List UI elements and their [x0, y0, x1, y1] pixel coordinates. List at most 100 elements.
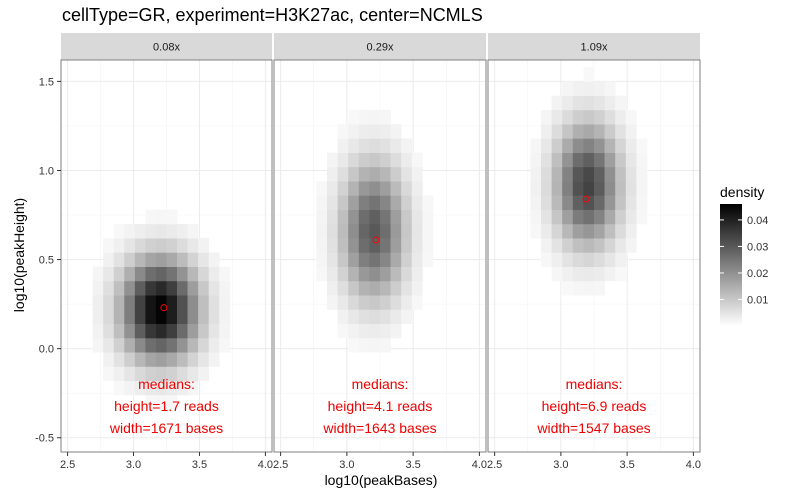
- y-axis-label: log10(peakHeight): [11, 197, 27, 313]
- heatmap-tile: [113, 337, 125, 353]
- heatmap-tile: [551, 195, 563, 210]
- heatmap-tile: [594, 95, 605, 111]
- heatmap-tile: [198, 266, 209, 282]
- heatmap-tile: [358, 195, 370, 210]
- heatmap-tile: [411, 280, 423, 296]
- heatmap-tile: [166, 394, 178, 410]
- heatmap-tile: [92, 309, 104, 325]
- heatmap-tile: [369, 138, 381, 153]
- heatmap-tile: [390, 295, 402, 310]
- heatmap-tile: [390, 252, 402, 267]
- heatmap-tile: [562, 195, 574, 210]
- heatmap-tile: [92, 295, 104, 310]
- heatmap-tile: [348, 266, 360, 282]
- heatmap-tile: [562, 238, 574, 253]
- heatmap-tile: [358, 280, 370, 296]
- heatmap-tile: [327, 295, 338, 310]
- heatmap-tile: [369, 309, 381, 325]
- heatmap-tile: [583, 138, 595, 153]
- heatmap-tile: [572, 166, 584, 182]
- heatmap-tile: [348, 295, 360, 310]
- heatmap-tile: [572, 266, 584, 282]
- heatmap-tile: [411, 195, 423, 210]
- heatmap-tile: [187, 295, 199, 310]
- heatmap-tile: [625, 138, 637, 153]
- heatmap-tile: [348, 195, 360, 210]
- heatmap-tile: [390, 280, 402, 296]
- heatmap-tile: [583, 67, 595, 82]
- heatmap-tile: [411, 238, 423, 253]
- heatmap-tile: [348, 337, 360, 353]
- heatmap-tile: [337, 323, 349, 339]
- heatmap-tile: [369, 295, 381, 310]
- heatmap-tile: [198, 252, 209, 267]
- heatmap-tile: [198, 352, 209, 367]
- heatmap-tile: [198, 309, 209, 325]
- x-tick-label: 4.0: [686, 459, 701, 471]
- heatmap-tile: [551, 209, 563, 225]
- heatmap-tile: [327, 266, 338, 282]
- heatmap-tile: [615, 109, 627, 125]
- heatmap-tile: [155, 209, 167, 225]
- heatmap-tile: [92, 266, 104, 282]
- heatmap-tile: [369, 238, 381, 253]
- heatmap-tile: [604, 209, 616, 225]
- heatmap-tile: [411, 266, 423, 282]
- heatmap-tile: [348, 152, 360, 168]
- heatmap-tile: [124, 323, 136, 339]
- heatmap-tile: [134, 323, 146, 339]
- x-tick-label: 2.5: [60, 459, 75, 471]
- heatmap-tile: [615, 95, 627, 111]
- heatmap-tile: [562, 124, 574, 139]
- heatmap-tile: [380, 280, 391, 296]
- heatmap-tile: [348, 238, 360, 253]
- heatmap-tile: [337, 152, 349, 168]
- heatmap-tile: [166, 309, 178, 325]
- heatmap-tile: [530, 181, 542, 196]
- heatmap-tile: [562, 138, 574, 153]
- facet-strip: [61, 33, 272, 60]
- heatmap-tile: [166, 209, 178, 225]
- facet-strip-label: 0.08x: [153, 42, 180, 54]
- heatmap-tile: [155, 223, 167, 239]
- heatmap-tile: [615, 238, 627, 253]
- heatmap-tile: [92, 280, 104, 296]
- heatmap-tile: [113, 266, 125, 282]
- heatmap-tile: [380, 252, 391, 267]
- heatmap-tile: [551, 124, 563, 139]
- heatmap-tile: [572, 252, 584, 267]
- heatmap-tile: [124, 352, 136, 367]
- heatmap-tile: [604, 266, 616, 282]
- heatmap-tile: [583, 181, 595, 196]
- heatmap-tile: [187, 266, 199, 282]
- heatmap-tile: [541, 238, 552, 253]
- heatmap-tile: [134, 252, 146, 267]
- heatmap-tile: [380, 195, 391, 210]
- x-tick-label: 4.0: [472, 459, 487, 471]
- heatmap-tile: [541, 252, 552, 267]
- heatmap-tile: [594, 138, 605, 153]
- heatmap-tile: [219, 309, 231, 325]
- heatmap-tile: [145, 309, 157, 325]
- heatmap-tile: [594, 252, 605, 267]
- heatmap-tile: [358, 295, 370, 310]
- heatmap-tile: [103, 280, 115, 296]
- heatmap-tile: [145, 295, 157, 310]
- heatmap-tile: [145, 238, 157, 253]
- heatmap-tile: [337, 295, 349, 310]
- heatmap-tile: [390, 266, 402, 282]
- heatmap-tile: [562, 266, 574, 282]
- heatmap-tile: [390, 124, 402, 139]
- heatmap-tile: [369, 166, 381, 182]
- heatmap-tile: [177, 280, 188, 296]
- heatmap-tile: [422, 223, 434, 239]
- heatmap-tile: [562, 95, 574, 111]
- heatmap-tile: [124, 280, 136, 296]
- heatmap-tile: [155, 266, 167, 282]
- median-annotation-line: height=6.9 reads: [542, 398, 647, 414]
- heatmap-tile: [219, 280, 231, 296]
- heatmap-tile: [103, 295, 115, 310]
- heatmap-tile: [594, 266, 605, 282]
- heatmap-tile: [358, 252, 370, 267]
- heatmap-tile: [583, 95, 595, 111]
